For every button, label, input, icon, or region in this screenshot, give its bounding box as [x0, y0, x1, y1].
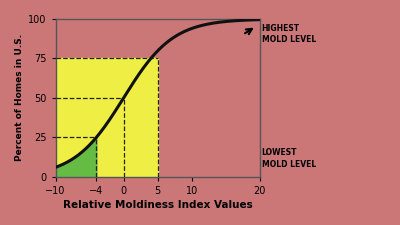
Polygon shape	[56, 58, 158, 177]
Text: HIGHEST
MOLD LEVEL: HIGHEST MOLD LEVEL	[262, 24, 316, 44]
X-axis label: Relative Moldiness Index Values: Relative Moldiness Index Values	[63, 200, 252, 210]
Y-axis label: Percent of Homes in U.S.: Percent of Homes in U.S.	[15, 34, 24, 162]
Text: LOWEST
MOLD LEVEL: LOWEST MOLD LEVEL	[262, 148, 316, 169]
